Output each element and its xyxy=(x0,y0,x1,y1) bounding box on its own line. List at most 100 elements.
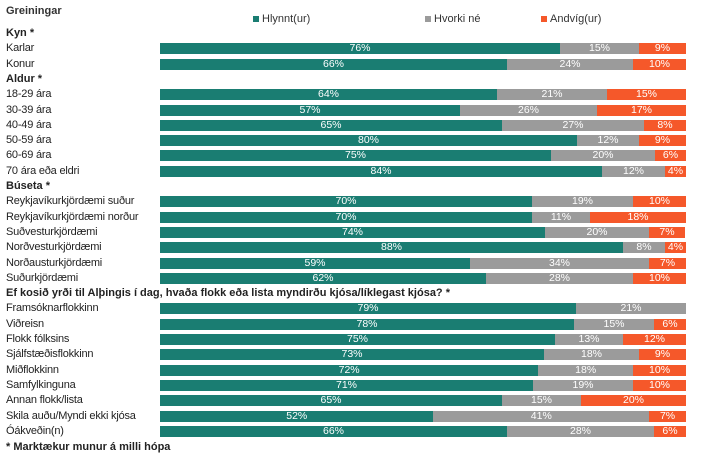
stacked-bar: 72% 18% 10% xyxy=(160,364,686,376)
bar-row: Skila auðu/Myndi ekki kjósa 52% 41% 7% xyxy=(0,409,713,424)
bar-segment-agree: 84% xyxy=(160,165,602,177)
bar-segment-disagree: 6% xyxy=(655,150,686,162)
bar-segment-neutral: 27% xyxy=(502,119,644,131)
bar-segment-agree: 72% xyxy=(160,364,539,376)
legend-item: Andvíg(ur) xyxy=(541,13,601,25)
legend-swatch xyxy=(425,16,431,22)
bar-segment-neutral: 28% xyxy=(507,425,654,437)
bar-segment-neutral: 19% xyxy=(533,379,633,391)
bar-segment-disagree: 6% xyxy=(654,425,686,437)
legend-swatch xyxy=(541,16,547,22)
category-label: Suðvesturkjördæmi xyxy=(6,225,98,238)
bar-segment-neutral: 18% xyxy=(544,349,639,361)
stacked-bar: 66% 28% 6% xyxy=(160,425,686,437)
bar-segment-disagree: 9% xyxy=(639,349,686,361)
bar-segment-disagree: 20% xyxy=(581,395,686,407)
stacked-bar: 84% 12% 4% xyxy=(160,165,686,177)
category-label: Reykjavíkurkjördæmi suður xyxy=(6,195,135,208)
bar-segment-agree: 78% xyxy=(160,318,574,330)
bar-row: Karlar 76% 15% 9% xyxy=(0,41,713,56)
bar-row: Annan flokk/lista 65% 15% 20% xyxy=(0,393,713,408)
bar-segment-disagree: 15% xyxy=(607,89,686,101)
bar-segment-agree: 79% xyxy=(160,303,576,315)
category-label: Miðflokkinn xyxy=(6,363,59,376)
bar-segment-agree: 66% xyxy=(160,425,507,437)
stacked-bar: 71% 19% 10% xyxy=(160,379,686,391)
bar-segment-agree: 65% xyxy=(160,395,502,407)
bar-row: Reykjavíkurkjördæmi norður 70% 11% 18% xyxy=(0,210,713,225)
bar-row: Norðvesturkjördæmi 88% 8% 4% xyxy=(0,240,713,255)
category-label: Annan flokk/lista xyxy=(6,394,83,407)
group-heading: Kyn * xyxy=(6,27,35,39)
bar-segment-disagree: 10% xyxy=(633,364,686,376)
bar-segment-neutral: 18% xyxy=(538,364,634,376)
legend-swatch xyxy=(253,16,259,22)
bar-segment-neutral: 24% xyxy=(507,58,633,70)
bar-segment-disagree: 12% xyxy=(623,334,686,345)
footnote: * Marktækur munur á milli hópa xyxy=(6,441,171,453)
bar-segment-neutral: 21% xyxy=(576,303,686,315)
bar-segment-disagree: 10% xyxy=(633,272,686,284)
bar-segment-neutral: 20% xyxy=(551,150,655,162)
bar-segment-disagree: 8% xyxy=(644,119,686,131)
bar-segment-neutral: 19% xyxy=(532,196,633,208)
bar-row: 18-29 ára 64% 21% 15% xyxy=(0,87,713,102)
group-heading: Búseta * xyxy=(6,180,51,192)
category-label: 18-29 ára xyxy=(6,88,52,101)
bar-row: Samfylkinguna 71% 19% 10% xyxy=(0,378,713,393)
stacked-bar: 88% 8% 4% xyxy=(160,242,686,254)
bar-row: Viðreisn 78% 15% 6% xyxy=(0,317,713,332)
category-label: Flokk fólksins xyxy=(6,333,70,345)
stacked-bar: 65% 27% 8% xyxy=(160,119,686,131)
category-label: 30-39 ára xyxy=(6,103,52,116)
bar-segment-agree: 59% xyxy=(160,257,470,269)
bar-segment-neutral: 28% xyxy=(486,272,633,284)
stacked-bar: 52% 41% 7% xyxy=(160,410,687,422)
bar-segment-neutral: 26% xyxy=(460,104,597,116)
category-label: Samfylkinguna xyxy=(6,378,76,391)
legend-label: Andvíg(ur) xyxy=(550,13,602,25)
bar-segment-agree: 64% xyxy=(160,89,497,101)
bar-segment-neutral: 15% xyxy=(502,395,581,407)
bar-segment-agree: 74% xyxy=(160,226,545,238)
bar-segment-disagree: 4% xyxy=(665,165,686,177)
stacked-bar: 57% 26% 17% xyxy=(160,104,686,116)
bar-row: 30-39 ára 57% 26% 17% xyxy=(0,103,713,118)
legend-label: Hlynnt(ur) xyxy=(262,13,311,25)
bar-segment-disagree: 7% xyxy=(649,226,685,238)
bar-segment-disagree: 10% xyxy=(633,379,686,391)
bar-segment-disagree: 17% xyxy=(597,104,686,116)
bar-segment-agree: 70% xyxy=(160,211,532,223)
bar-segment-neutral: 11% xyxy=(532,211,590,223)
bar-segment-agree: 62% xyxy=(160,272,486,284)
bar-row: 60-69 ára 75% 20% 6% xyxy=(0,148,713,163)
bar-segment-disagree: 7% xyxy=(649,257,686,269)
group-heading: Ef kosið yrði til Alþingis í dag, hvaða … xyxy=(6,287,450,300)
bar-row: Miðflokkinn 72% 18% 10% xyxy=(0,363,713,378)
category-label: Suðurkjördæmi xyxy=(6,271,78,284)
stacked-bar: 79% 21% xyxy=(160,303,686,315)
stacked-bar: 76% 15% 9% xyxy=(160,43,686,55)
legend-item: Hlynnt(ur) xyxy=(253,13,310,25)
bar-segment-neutral: 8% xyxy=(623,242,665,254)
stacked-bar: 64% 21% 15% xyxy=(160,89,686,101)
bar-segment-neutral: 41% xyxy=(433,410,650,422)
bar-segment-agree: 65% xyxy=(160,119,502,131)
category-label: 40-49 ára xyxy=(6,118,52,131)
category-label: Framsóknarflokkinn xyxy=(6,302,99,315)
bar-row: Óákveðin(n) 66% 28% 6% xyxy=(0,424,713,439)
bar-row: 40-49 ára 65% 27% 8% xyxy=(0,118,713,133)
bar-segment-disagree: 18% xyxy=(590,211,686,223)
bar-row: Suðvesturkjördæmi 74% 20% 7% xyxy=(0,225,713,240)
chart-title: Greiningar xyxy=(6,5,62,17)
category-label: Skila auðu/Myndi ekki kjósa xyxy=(6,409,136,422)
bar-segment-neutral: 15% xyxy=(574,318,654,330)
bar-segment-disagree: 9% xyxy=(639,135,686,147)
legend-label: Hvorki né xyxy=(434,13,481,25)
stacked-bar: 62% 28% 10% xyxy=(160,272,686,284)
bar-segment-agree: 88% xyxy=(160,242,623,254)
stacked-bar: 66% 24% 10% xyxy=(160,58,686,70)
bar-segment-agree: 75% xyxy=(160,334,555,345)
bar-segment-disagree: 6% xyxy=(654,318,686,330)
bar-row: Flokk fólksins 75% 13% 12% xyxy=(0,332,713,347)
